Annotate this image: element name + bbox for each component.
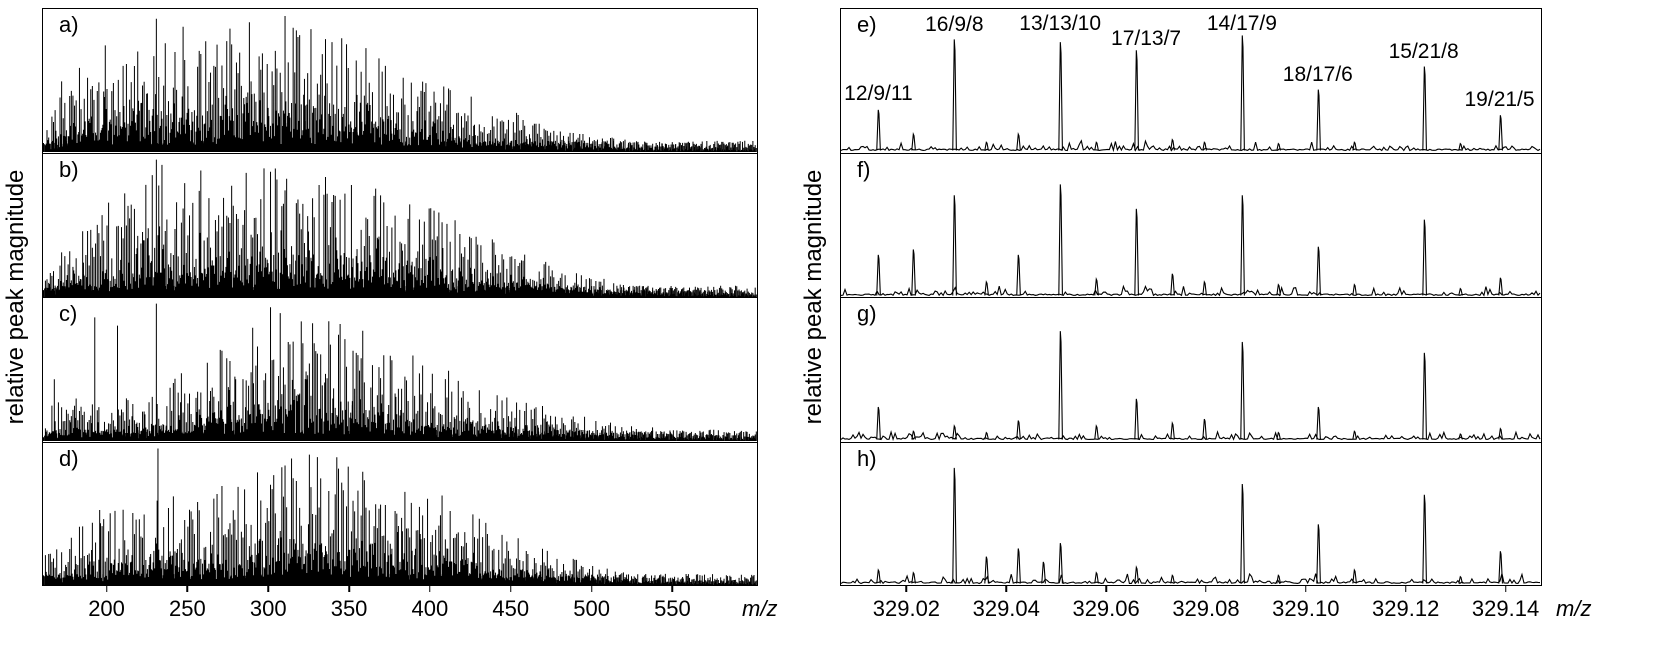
x-tick-label: 329.02 [872,596,941,621]
x-tick-label: 329.06 [1072,596,1140,621]
panel-a-letter: a) [59,12,79,37]
x-tick-mark [186,586,189,592]
spectrum-e-plot [841,35,1541,153]
panel-d: d) [42,441,758,586]
x-tick-mark [267,586,269,592]
panel-g: g) [840,297,1542,442]
spectrum-h-plot [841,467,1541,585]
right-y-axis-label: relative peak magnitude [800,169,827,425]
panel-h-letter: h) [857,445,877,471]
panel-g-letter: g) [857,301,877,326]
spectrum-f-plot [841,183,1541,297]
x-tick-mark [905,586,908,592]
spectrum-b-plot [43,159,757,297]
panel-b-letter: b) [59,156,79,182]
x-tick-label: 500 [573,596,610,621]
spectrum-g-plot [841,331,1541,442]
panel-b: b) [42,152,758,297]
panel-a: a) [42,8,758,153]
panel-f: f) [840,152,1542,297]
panel-h: h) [840,441,1542,586]
x-tick-mark [1404,586,1407,592]
x-tick-mark [429,586,431,592]
left-x-axis-unit: m/z [742,596,778,621]
panel-e: 12/9/11 16/9/8 13/13/10 17/13/7 14/17/9 18/17… [840,8,1542,153]
panel-c-letter: c) [59,301,78,326]
x-tick-mark [348,586,350,592]
x-tick-label: 200 [88,596,125,621]
broadband-spectra-figure: relative peak magnitude a) b) c) d) m/z … [0,0,790,650]
panel-f-letter: f) [857,156,871,182]
x-tick-mark [1504,586,1507,592]
x-tick-mark [590,586,593,592]
x-tick-mark [1205,586,1207,592]
x-tick-label: 450 [492,596,530,621]
x-tick-label: 400 [411,596,449,621]
x-tick-mark [509,586,512,592]
mass-329-detail-figure: relative peak magnitude 12/9/11 16/9/8 13/… [790,0,1654,650]
x-tick-mark [105,586,108,592]
panel-d-letter: d) [59,445,79,471]
x-tick-mark [1305,586,1307,592]
right-x-axis: m/z 329.02 329.04 329.06 329.08 329.10 329.12… [840,586,1640,626]
spectrum-d-plot [43,448,757,585]
x-tick-mark [1105,586,1107,592]
x-tick-label: 329.12 [1372,596,1440,621]
spectrum-c-plot [43,303,757,441]
x-tick-label: 329.08 [1172,596,1240,621]
x-tick-label: 300 [249,596,287,621]
x-tick-mark [671,586,674,592]
panel-e-letter: e) [857,12,877,37]
x-tick-label: 329.04 [972,596,1040,621]
x-tick-label: 329.14 [1471,596,1540,621]
x-tick-mark [1005,586,1007,592]
x-tick-label: 329.10 [1272,596,1340,621]
x-tick-label: 550 [654,596,691,621]
x-tick-label: 350 [330,596,368,621]
panel-c: c) [42,297,758,442]
right-panel-stack: 12/9/11 16/9/8 13/13/10 17/13/7 14/17/9 18/17… [840,8,1542,586]
left-x-axis: m/z 200 250 300 350 400 450 500 550 [42,586,812,626]
spectrum-a-plot [43,16,757,152]
left-y-axis-label: relative peak magnitude [2,169,29,425]
left-panel-stack: a) b) c) d) [42,8,758,586]
right-x-axis-unit: m/z [1556,596,1592,621]
x-tick-label: 250 [169,596,206,621]
